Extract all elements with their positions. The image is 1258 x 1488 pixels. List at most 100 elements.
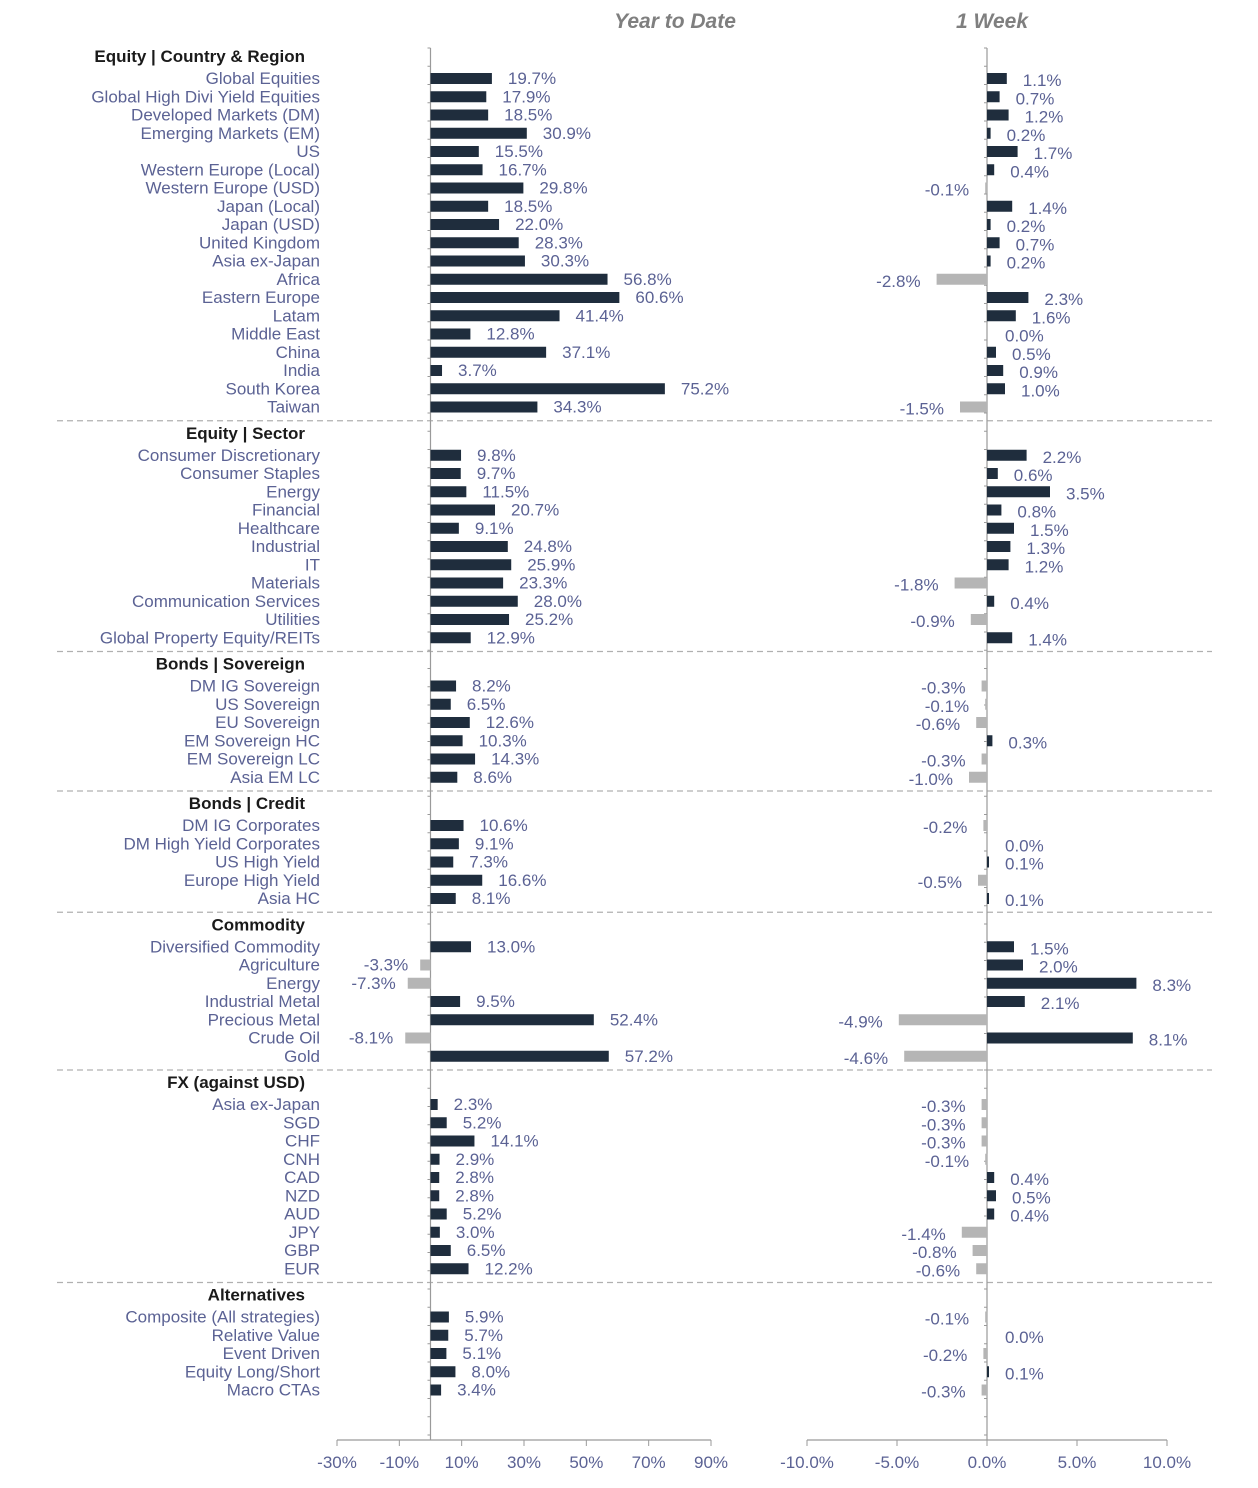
value-1w-asia-ex-japan: -0.3%: [921, 1097, 965, 1116]
x-tick-label-w1: -10.0%: [780, 1453, 834, 1472]
value-ytd-emerging-markets-em: 30.9%: [543, 124, 591, 143]
value-ytd-jpy: 3.0%: [456, 1223, 495, 1242]
value-ytd-europe-high-yield: 16.6%: [498, 871, 546, 890]
bar-ytd-materials: [430, 577, 504, 589]
bar-ytd-cnh: [430, 1153, 440, 1165]
value-ytd-communication-services: 28.0%: [534, 592, 582, 611]
bar-1w-global-high-divi-yield-equities: [987, 91, 1000, 103]
bar-1w-nzd: [987, 1190, 996, 1202]
bar-ytd-us-high-yield: [430, 856, 454, 868]
value-ytd-middle-east: 12.8%: [486, 325, 534, 344]
value-1w-industrial: 1.3%: [1026, 539, 1065, 558]
row-label-western-europe-local: Western Europe (Local): [141, 160, 320, 179]
value-ytd-precious-metal: 52.4%: [610, 1010, 658, 1029]
bar-1w-emerging-markets-em: [987, 127, 991, 139]
bar-ytd-western-europe-local: [430, 164, 483, 176]
value-ytd-us-high-yield: 7.3%: [469, 853, 508, 872]
value-ytd-asia-ex-japan: 2.3%: [454, 1095, 493, 1114]
bar-1w-global-property-equity-reits: [987, 632, 1013, 644]
value-1w-dm-ig-sovereign: -0.3%: [921, 679, 965, 698]
value-ytd-macro-ctas: 3.4%: [457, 1381, 496, 1400]
bar-1w-healthcare: [987, 522, 1014, 534]
bar-ytd-jpy: [430, 1226, 440, 1238]
value-1w-africa: -2.8%: [876, 272, 920, 291]
bar-ytd-nzd: [430, 1190, 440, 1202]
value-1w-western-europe-usd: -0.1%: [925, 181, 969, 200]
bar-1w-consumer-staples: [987, 468, 998, 479]
value-1w-utilities: -0.9%: [910, 612, 954, 631]
bar-ytd-africa: [430, 273, 608, 285]
value-ytd-relative-value: 5.7%: [464, 1326, 503, 1345]
value-1w-composite-all-strategies: -0.1%: [925, 1310, 969, 1329]
value-ytd-dm-high-yield-corporates: 9.1%: [475, 834, 514, 853]
value-1w-asia-em-lc: -1.0%: [909, 770, 953, 789]
row-label-asia-hc: Asia HC: [258, 889, 320, 908]
row-label-dm-ig-sovereign: DM IG Sovereign: [190, 677, 320, 696]
row-label-communication-services: Communication Services: [132, 592, 320, 611]
bar-1w-sgd: [981, 1117, 987, 1129]
bar-1w-industrial: [987, 541, 1011, 552]
row-label-gold: Gold: [284, 1047, 320, 1066]
bar-1w-gold: [904, 1050, 987, 1062]
x-tick-label-w1: -5.0%: [875, 1453, 919, 1472]
labels: Year to Date 1 Week Equity | Country & Reg…: [91, 10, 1191, 1472]
row-label-south-korea: South Korea: [225, 379, 320, 398]
row-label-chf: CHF: [285, 1132, 320, 1151]
value-ytd-industrial-metal: 9.5%: [476, 992, 515, 1011]
row-label-us-high-yield: US High Yield: [215, 853, 320, 872]
value-ytd-consumer-discretionary: 9.8%: [477, 446, 516, 465]
row-label-global-equities: Global Equities: [206, 69, 320, 88]
value-1w-india: 0.9%: [1019, 363, 1058, 382]
row-label-western-europe-usd: Western Europe (USD): [146, 179, 320, 198]
value-ytd-global-equities: 19.7%: [508, 69, 556, 88]
bar-ytd-japan-local: [430, 200, 489, 212]
bar-ytd-chf: [430, 1135, 475, 1147]
row-label-asia-ex-japan: Asia ex-Japan: [212, 1095, 320, 1114]
value-ytd-composite-all-strategies: 5.9%: [465, 1308, 504, 1327]
value-1w-crude-oil: 8.1%: [1149, 1031, 1188, 1050]
bar-1w-taiwan: [960, 401, 987, 413]
bar-ytd-japan-usd: [430, 219, 500, 230]
value-ytd-latam: 41.4%: [576, 306, 624, 325]
bar-ytd-dm-high-yield-corporates: [430, 838, 459, 850]
value-ytd-materials: 23.3%: [519, 574, 567, 593]
bar-ytd-asia-ex-japan: [430, 255, 525, 267]
bar-ytd-agriculture: [420, 959, 431, 971]
bar-1w-equity-long-short: [987, 1366, 989, 1378]
bar-ytd-precious-metal: [430, 1014, 594, 1026]
value-1w-eu-sovereign: -0.6%: [916, 715, 960, 734]
value-1w-china: 0.5%: [1012, 345, 1051, 364]
value-1w-diversified-commodity: 1.5%: [1030, 939, 1069, 958]
section-heading: Bonds | Credit: [189, 794, 306, 813]
row-label-eu-sovereign: EU Sovereign: [215, 713, 320, 732]
row-label-united-kingdom: United Kingdom: [199, 233, 320, 252]
bar-1w-united-kingdom: [987, 237, 1000, 249]
row-label-global-property-equity-reits: Global Property Equity/REITs: [100, 628, 320, 647]
bar-ytd-crude-oil: [405, 1032, 431, 1044]
x-tick-label-ytd: 90%: [694, 1453, 728, 1472]
value-1w-equity-long-short: 0.1%: [1005, 1364, 1044, 1383]
bar-ytd-dm-ig-sovereign: [430, 680, 457, 692]
value-1w-industrial-metal: 2.1%: [1041, 994, 1080, 1013]
row-label-middle-east: Middle East: [231, 325, 320, 344]
row-label-cnh: CNH: [283, 1150, 320, 1169]
value-1w-asia-hc: 0.1%: [1005, 891, 1044, 910]
value-ytd-aud: 5.2%: [463, 1205, 502, 1224]
value-ytd-agriculture: -3.3%: [364, 956, 408, 975]
bar-ytd-consumer-discretionary: [430, 449, 462, 461]
bar-1w-em-sovereign-lc: [981, 753, 987, 765]
bar-1w-global-equities: [987, 73, 1007, 84]
value-1w-united-kingdom: 0.7%: [1016, 235, 1055, 254]
bar-1w-asia-em-lc: [969, 771, 987, 783]
value-1w-asia-ex-japan: 0.2%: [1007, 254, 1046, 273]
bar-ytd-financial: [430, 504, 496, 516]
bar-1w-japan-local: [987, 200, 1013, 212]
value-ytd-energy: -7.3%: [351, 974, 395, 993]
bar-1w-utilities: [970, 614, 987, 625]
bar-ytd-eastern-europe: [430, 292, 620, 303]
value-1w-financial: 0.8%: [1017, 503, 1056, 522]
bar-ytd-it: [430, 559, 512, 571]
bar-1w-eur: [976, 1263, 987, 1275]
bar-ytd-macro-ctas: [430, 1384, 442, 1396]
